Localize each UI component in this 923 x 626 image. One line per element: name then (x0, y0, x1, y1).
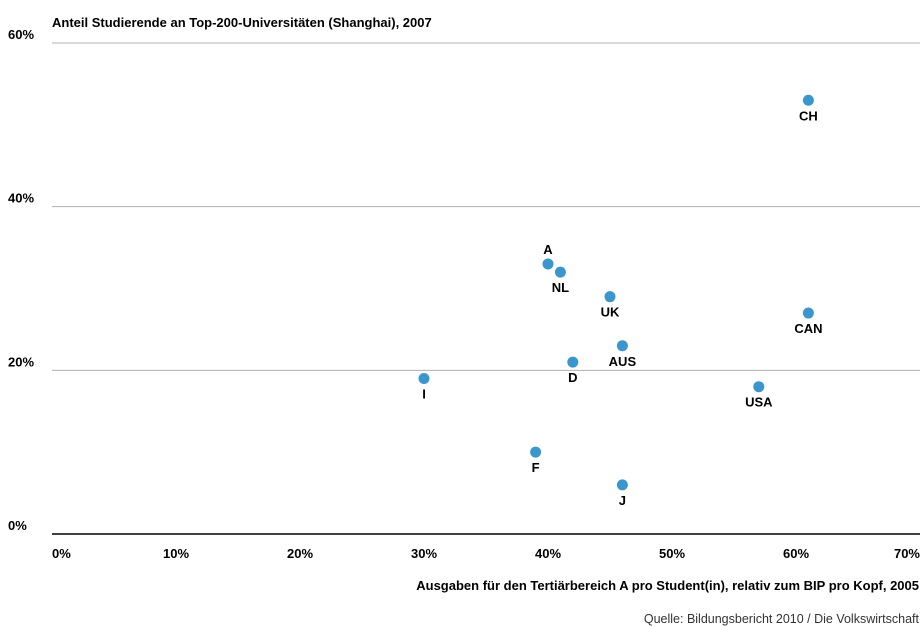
point-marker (802, 307, 814, 319)
x-axis-ticks: 0% 10% 20% 30% 40% 50% 60% 70% (52, 546, 920, 561)
x-tick-label: 50% (659, 546, 685, 561)
point-marker (542, 258, 554, 270)
point-marker (616, 479, 628, 491)
data-point: A (542, 242, 554, 270)
x-tick-label: 0% (52, 546, 71, 561)
data-point: I (418, 373, 430, 402)
point-label: CAN (794, 321, 822, 336)
x-tick-label: 40% (535, 546, 561, 561)
data-point: F (530, 446, 542, 475)
x-tick-label: 10% (163, 546, 189, 561)
data-point: D (567, 356, 579, 385)
point-marker (802, 94, 814, 106)
point-label: AUS (609, 354, 637, 369)
point-marker (418, 373, 430, 385)
data-point: CH (799, 94, 818, 123)
y-tick-label: 20% (8, 354, 34, 369)
data-point: UK (601, 291, 620, 320)
data-points: CH A NL UK CAN AUS D I USA F J (418, 94, 822, 508)
point-label: CH (799, 108, 818, 123)
data-point: J (616, 479, 628, 508)
point-label: D (568, 370, 577, 385)
source-note: Quelle: Bildungsbericht 2010 / Die Volks… (644, 612, 920, 626)
point-label: F (532, 460, 540, 475)
point-marker (753, 381, 765, 393)
gridlines (52, 42, 920, 371)
point-marker (554, 266, 566, 278)
point-label: NL (552, 280, 569, 295)
x-axis-title: Ausgaben für den Tertiärbereich A pro St… (416, 578, 919, 593)
point-label: USA (745, 395, 773, 410)
point-label: J (619, 493, 626, 508)
x-tick-label: 70% (894, 546, 920, 561)
x-tick-label: 30% (411, 546, 437, 561)
data-point: CAN (794, 307, 822, 336)
point-marker (604, 291, 616, 303)
data-point: AUS (609, 340, 637, 369)
x-tick-label: 20% (287, 546, 313, 561)
data-point: NL (552, 266, 569, 295)
y-tick-label: 40% (8, 191, 34, 206)
point-label: UK (601, 305, 620, 320)
point-label: A (543, 242, 553, 257)
data-point: USA (745, 381, 773, 410)
y-tick-label: 60% (8, 27, 34, 42)
point-marker (530, 446, 542, 458)
chart-title: Anteil Studierende an Top-200-Universitä… (52, 15, 432, 30)
x-tick-label: 60% (783, 546, 809, 561)
y-axis-ticks: 0% 20% 40% 60% (8, 27, 34, 533)
y-tick-label: 0% (8, 518, 27, 533)
point-marker (616, 340, 628, 352)
point-marker (567, 356, 579, 368)
point-label: I (422, 387, 426, 402)
